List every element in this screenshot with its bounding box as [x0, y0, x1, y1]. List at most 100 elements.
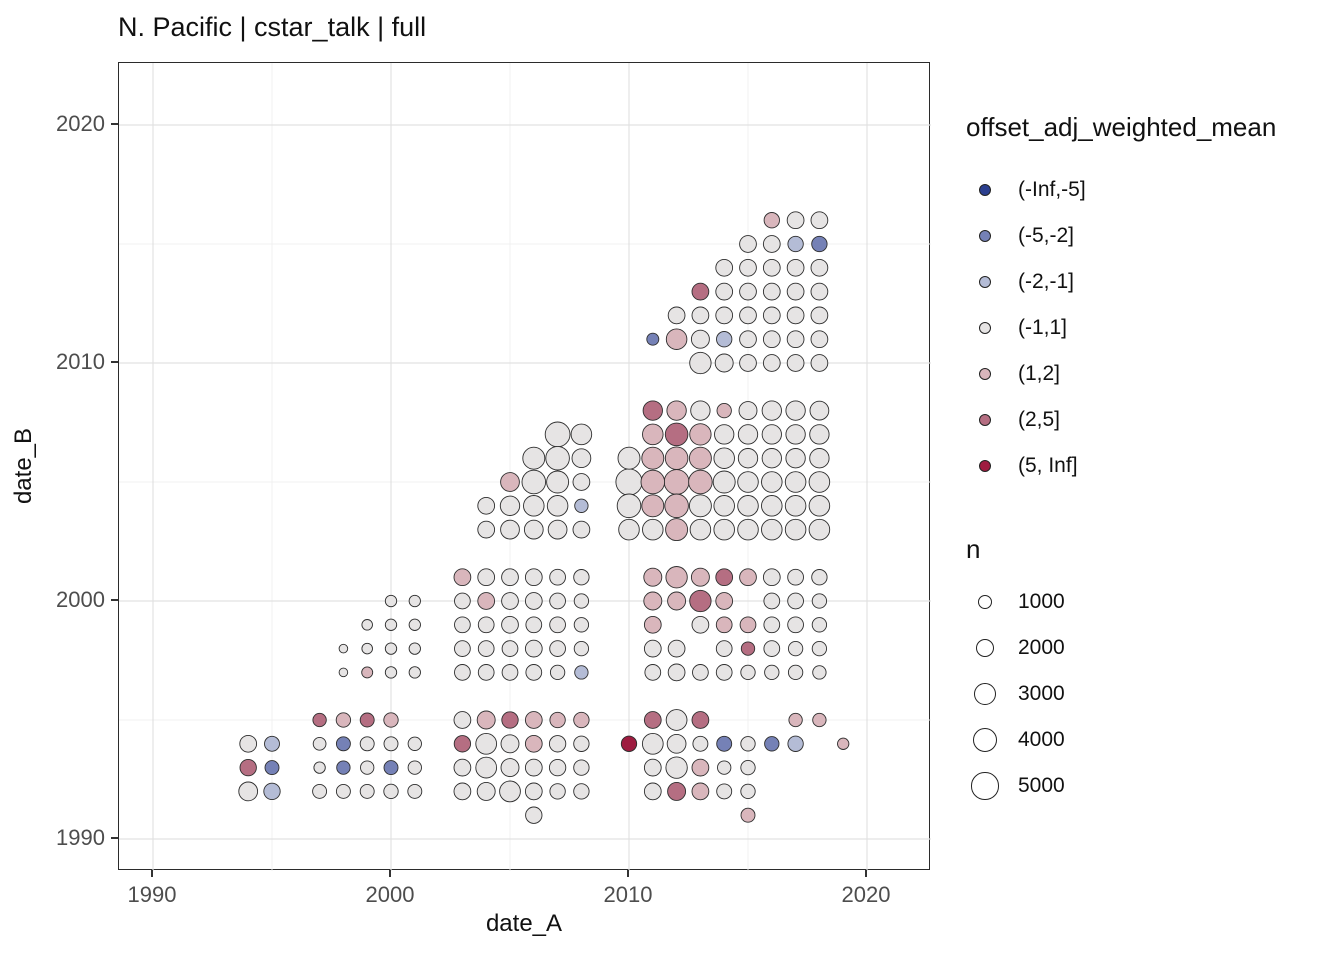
data-point [383, 736, 399, 752]
data-point [549, 783, 566, 800]
data-point [643, 615, 662, 634]
data-point [499, 495, 521, 516]
data-point [761, 518, 783, 541]
data-point [573, 617, 590, 633]
data-point [642, 400, 663, 421]
data-point [715, 640, 733, 657]
data-point [264, 735, 280, 752]
data-point [359, 736, 375, 752]
data-point [811, 593, 828, 609]
data-point [739, 330, 757, 349]
data-point [810, 282, 829, 301]
data-point [762, 568, 781, 587]
data-point [338, 667, 349, 678]
data-point [738, 401, 758, 421]
data-point [663, 469, 690, 495]
data-point [525, 616, 543, 634]
data-point [786, 330, 805, 349]
color-legend-entry: (-5,-2] [966, 213, 1276, 259]
data-point [407, 783, 423, 799]
data-point [407, 760, 422, 775]
data-point [763, 212, 780, 229]
size-bin-icon [977, 594, 993, 610]
color-legend-title: offset_adj_weighted_mean [966, 112, 1277, 142]
data-point [716, 402, 732, 419]
data-point [642, 518, 664, 541]
size-legend-key [966, 638, 1004, 658]
data-point [787, 735, 804, 752]
data-point [573, 735, 590, 752]
data-point [643, 567, 663, 587]
data-point [641, 732, 664, 755]
data-point [453, 735, 472, 753]
data-point [477, 520, 496, 539]
data-point [688, 446, 712, 470]
data-point [716, 735, 733, 752]
data-point [454, 592, 471, 610]
data-point [666, 400, 687, 421]
data-point [549, 616, 566, 634]
data-point [692, 735, 709, 752]
data-point [786, 258, 805, 277]
data-point [573, 711, 590, 729]
data-point [664, 446, 689, 470]
data-point [408, 594, 421, 608]
size-legend-key [966, 594, 1004, 610]
data-point [740, 641, 756, 656]
data-point [809, 400, 830, 421]
color-bin-icon [979, 414, 991, 426]
data-point [737, 518, 759, 541]
data-point [665, 709, 688, 731]
data-point [740, 759, 756, 776]
data-point [544, 421, 571, 448]
data-point [713, 518, 735, 541]
data-point [643, 591, 663, 611]
data-point [383, 760, 399, 776]
data-point [691, 758, 710, 777]
data-point [453, 711, 472, 729]
data-point [574, 498, 589, 513]
scatter-canvas [119, 63, 931, 871]
data-point [787, 664, 804, 681]
data-point [312, 736, 327, 751]
data-point [762, 235, 781, 253]
y-tick-label: 2010 [56, 349, 105, 374]
data-point [715, 282, 734, 301]
data-point [335, 736, 351, 752]
data-point [572, 520, 591, 539]
data-point [264, 760, 280, 776]
data-point [811, 235, 828, 253]
data-point [737, 448, 759, 469]
data-point [812, 712, 827, 728]
data-point [549, 568, 566, 586]
data-point [500, 472, 520, 492]
size-legend-entry: 1000 [966, 579, 1065, 625]
data-point [549, 592, 566, 610]
color-legend-key [966, 230, 1004, 242]
data-point [665, 518, 689, 542]
data-point [263, 782, 281, 801]
data-point [811, 569, 828, 586]
data-point [665, 756, 688, 779]
data-point [361, 619, 373, 631]
data-point [810, 306, 829, 325]
plot-title: N. Pacific | cstar_talk | full [118, 12, 427, 42]
color-legend-entry: (-2,-1] [966, 259, 1276, 305]
x-tick-label: 2000 [365, 882, 415, 907]
data-point [546, 470, 570, 494]
x-axis-title: date_A [485, 910, 563, 937]
data-point [477, 568, 496, 587]
data-point [643, 639, 662, 658]
data-point [643, 758, 662, 777]
data-point [524, 568, 543, 587]
data-point [762, 330, 781, 349]
color-legend-entry: (1,2] [966, 351, 1276, 397]
data-point [573, 640, 590, 657]
data-point [477, 592, 496, 610]
data-point [667, 781, 687, 801]
data-point [786, 306, 805, 325]
data-point [667, 591, 687, 611]
size-bin-icon [973, 682, 997, 706]
color-legend-label: (2,5] [1018, 408, 1061, 431]
color-bin-icon [979, 368, 991, 380]
